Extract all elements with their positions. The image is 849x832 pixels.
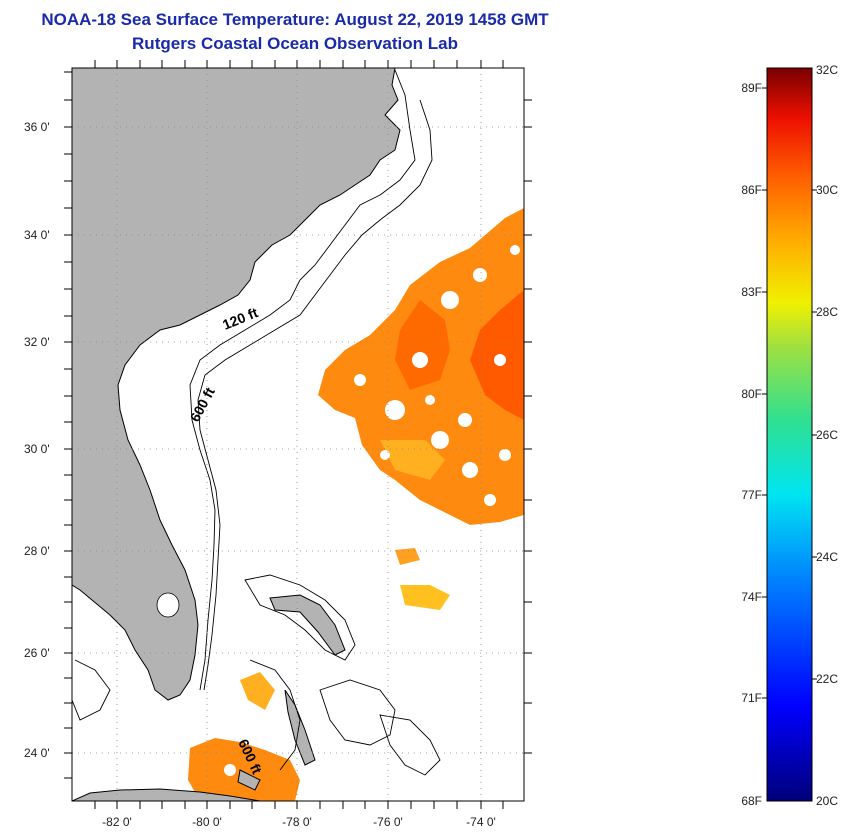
sst-patch-hot-2: [395, 300, 450, 390]
colorbar-f-label: 83F: [741, 285, 762, 299]
sst-patch-small-2: [395, 548, 420, 565]
sst-patches: [188, 208, 524, 801]
colorbar-f-label: 86F: [741, 183, 762, 197]
colorbar-f-label: 74F: [741, 590, 762, 604]
sst-patch-south-2: [240, 672, 275, 710]
lat-label: 28 0': [24, 544, 50, 558]
lon-label: -82 0': [102, 815, 132, 829]
lake-okeechobee: [156, 592, 180, 618]
latitude-labels: 36 0' 34 0' 32 0' 30 0' 28 0' 26 0' 24 0…: [24, 120, 50, 760]
lat-label: 24 0': [24, 746, 50, 760]
sst-patch-yellow: [380, 440, 445, 480]
lat-label: 34 0': [24, 228, 50, 242]
lat-label: 32 0': [24, 335, 50, 349]
colorbar-f-label: 71F: [741, 691, 762, 705]
colorbar-f-label: 80F: [741, 387, 762, 401]
land-mainland: [72, 68, 401, 701]
bathymetry-contours: [72, 69, 441, 776]
colorbar-c-label: 28C: [816, 305, 838, 319]
colorbar-c-label: 22C: [816, 672, 838, 686]
colorbar-c-label: 30C: [816, 183, 838, 197]
sst-patch-small: [400, 585, 450, 610]
lon-label: -80 0': [192, 815, 222, 829]
colorbar-f-labels: 89F 86F 83F 80F 77F 74F 71F 68F: [741, 81, 762, 808]
lat-label: 26 0': [24, 646, 50, 660]
graticule: [72, 68, 524, 801]
lon-label: -78 0': [282, 815, 312, 829]
lat-label: 30 0': [24, 442, 50, 456]
colorbar: [766, 67, 813, 802]
land-south: [72, 788, 261, 801]
lat-label: 36 0': [24, 120, 50, 134]
map-title: NOAA-18 Sea Surface Temperature: August …: [41, 10, 549, 29]
colorbar-f-label: 89F: [741, 81, 762, 95]
lon-label: -74 0': [466, 815, 496, 829]
map-border: [71, 67, 525, 802]
axis-ticks: [64, 60, 532, 809]
colorbar-c-label: 26C: [816, 428, 838, 442]
colorbar-c-label: 32C: [816, 63, 838, 77]
colorbar-c-label: 24C: [816, 550, 838, 564]
sst-patch-south: [188, 738, 300, 801]
map-subtitle: Rutgers Coastal Ocean Observation Lab: [132, 34, 458, 53]
colorbar-c-labels: 32C 30C 28C 26C 24C 22C 20C: [816, 63, 838, 808]
longitude-labels: -82 0' -80 0' -78 0' -76 0' -74 0': [102, 815, 496, 829]
colorbar-f-label: 68F: [741, 794, 762, 808]
colorbar-c-label: 20C: [816, 794, 838, 808]
lon-label: -76 0': [373, 815, 403, 829]
colorbar-f-label: 77F: [741, 488, 762, 502]
colorbar-ticks: [762, 87, 817, 699]
